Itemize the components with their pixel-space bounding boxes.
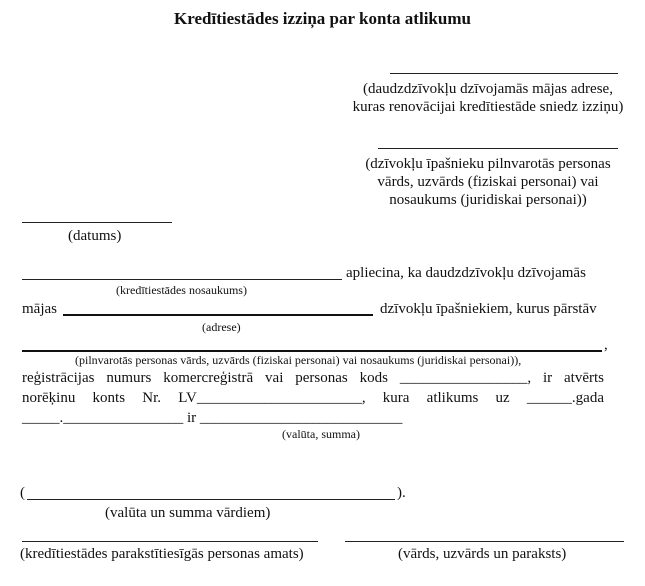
amount-words-field[interactable] (27, 499, 395, 500)
date-field[interactable] (22, 222, 172, 223)
currency-amount-caption: (valūta, summa) (282, 427, 360, 441)
document-title: Kredītiestādes izziņa par konta atlikumu (174, 9, 471, 28)
house-address-caption: (daudzdzīvokļu dzīvojamās mājas adrese, … (352, 81, 624, 115)
line2-prefix: mājas (22, 301, 57, 317)
person-caption: (pilnvarotās personas vārds, uzvārds (fi… (75, 353, 522, 367)
signatory-position-field[interactable] (22, 541, 318, 542)
representative-field[interactable] (378, 148, 618, 149)
signatory-position-caption: (kredītiestādes parakstītiesīgās persona… (20, 546, 304, 562)
line1-text: apliecina, ka daudzdzīvokļu dzīvojamās (346, 265, 586, 281)
signature-field[interactable] (345, 541, 624, 542)
account-line: norēķinu konts Nr. LV___________________… (22, 390, 604, 406)
signature-caption: (vārds, uzvārds un paraksts) (398, 546, 567, 562)
registration-line: reģistrācijas numurs komercreģistrā vai … (22, 370, 604, 386)
person-field[interactable] (22, 350, 602, 352)
date-caption: (datums) (68, 228, 122, 244)
words-open-paren: ( (20, 485, 25, 501)
institution-name-field[interactable] (22, 279, 342, 280)
line3-comma: , (604, 337, 608, 353)
address-caption: (adrese) (202, 320, 241, 334)
address-field[interactable] (63, 314, 373, 316)
institution-name-caption: (kredītiestādes nosaukums) (116, 283, 247, 297)
amount-line: _____.________________ ir ______________… (22, 410, 403, 426)
line2-text: dzīvokļu īpašniekiem, kurus pārstāv (380, 301, 597, 317)
house-address-field[interactable] (390, 73, 618, 74)
words-close-paren: ). (397, 485, 406, 501)
amount-words-caption: (valūta un summa vārdiem) (105, 505, 271, 521)
representative-caption: (dzīvokļu īpašnieku pilnvarotās personas… (365, 156, 611, 208)
